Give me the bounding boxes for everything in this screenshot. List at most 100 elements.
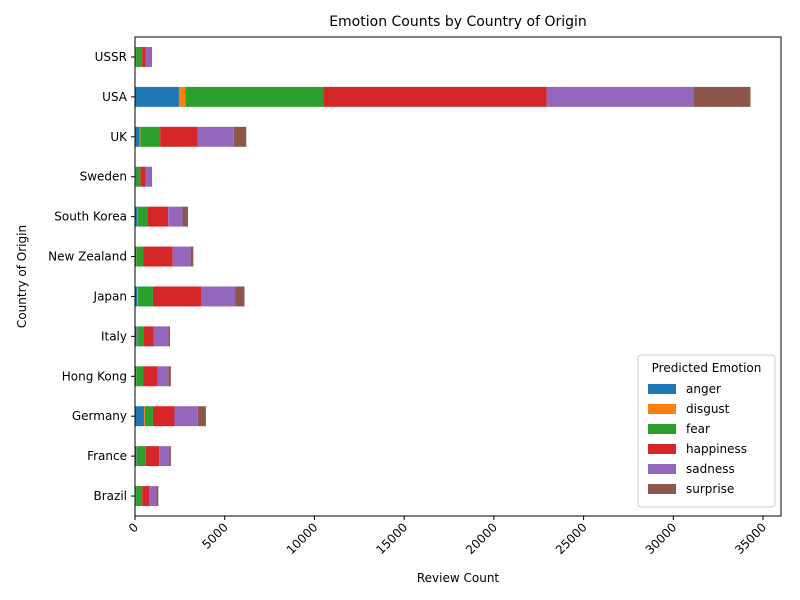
legend-label-sadness: sadness [686, 462, 735, 476]
bar-disgust-germany [143, 406, 145, 427]
bar-surprise-uk [233, 126, 247, 147]
bar-sadness-sweden [145, 166, 152, 187]
bar-happiness-ussr [142, 46, 146, 67]
plot-frame [134, 36, 782, 517]
bar-surprise-new-zealand [190, 246, 194, 267]
bar-anger-new-zealand [135, 246, 137, 267]
bar-sadness-italy [153, 326, 169, 347]
x-tick-label: 20000 [463, 520, 500, 557]
y-tick-label: South Korea [54, 210, 127, 224]
legend-label-disgust: disgust [686, 402, 730, 416]
x-tick-label: 25000 [553, 520, 590, 557]
legend-label-surprise: surprise [686, 482, 734, 496]
bar-sadness-france [159, 446, 170, 467]
y-tick-label: France [87, 449, 127, 463]
bar-fear-japan [137, 286, 153, 307]
bar-fear-france [136, 446, 146, 467]
legend-swatch-disgust [648, 404, 676, 414]
bar-sadness-brazil [149, 486, 157, 507]
bar-surprise-hong-kong [168, 366, 171, 387]
y-tick-label: Germany [72, 409, 127, 423]
y-tick-label: Hong Kong [62, 369, 127, 383]
bar-surprise-sweden [151, 166, 153, 187]
bar-sadness-hong-kong [157, 366, 169, 387]
bar-fear-uk [140, 126, 161, 147]
x-tick-label: 5000 [199, 520, 230, 551]
chart-title: Emotion Counts by Country of Origin [329, 14, 587, 30]
bar-happiness-south-korea [147, 206, 169, 227]
bar-happiness-brazil [142, 486, 150, 507]
bar-happiness-germany [152, 406, 175, 427]
bar-happiness-italy [143, 326, 154, 347]
bar-fear-new-zealand [136, 246, 144, 267]
legend: Predicted Emotion anger disgust fear happine… [637, 354, 776, 508]
x-tick-label: 15000 [373, 520, 410, 557]
bar-fear-italy [137, 326, 144, 347]
bar-surprise-germany [197, 406, 206, 427]
bar-fear-south-korea [137, 206, 148, 227]
y-tick-label: UK [110, 130, 128, 144]
bar-sadness-new-zealand [172, 246, 191, 267]
bar-surprise-france [169, 446, 171, 467]
bar-fear-ussr [136, 46, 143, 67]
bar-surprise-south-korea [182, 206, 188, 227]
bar-anger-uk [135, 126, 140, 147]
y-tick-label: Brazil [94, 489, 128, 503]
legend-label-happiness: happiness [686, 442, 747, 456]
bar-anger-germany [135, 406, 144, 427]
bar-happiness-uk [160, 126, 198, 147]
bar-surprise-ussr [151, 46, 153, 67]
legend-label-anger: anger [686, 382, 721, 396]
bar-anger-usa [135, 86, 179, 107]
bar-fear-brazil [136, 486, 143, 507]
bar-sadness-germany [174, 406, 198, 427]
bar-surprise-usa [693, 86, 751, 107]
x-tick-label: 35000 [732, 520, 769, 557]
bar-happiness-hong-kong [143, 366, 158, 387]
bar-sadness-japan [201, 286, 236, 307]
bar-happiness-france [145, 446, 160, 467]
bar-happiness-new-zealand [143, 246, 173, 267]
x-tick-label: 30000 [643, 520, 680, 557]
y-tick-label: Italy [101, 329, 127, 343]
legend-swatch-sadness [648, 464, 676, 474]
bar-happiness-sweden [140, 166, 146, 187]
bar-anger-south-korea [135, 206, 138, 227]
bar-disgust-japan [137, 286, 138, 307]
legend-title: Predicted Emotion [652, 361, 762, 375]
bar-fear-germany [144, 406, 153, 427]
y-tick-label: Japan [93, 289, 127, 303]
bar-surprise-italy [168, 326, 170, 347]
legend-label-fear: fear [686, 422, 710, 436]
y-tick-label: Sweden [80, 170, 127, 184]
bar-disgust-usa [178, 86, 186, 107]
y-tick-label: USSR [95, 50, 127, 64]
legend-swatch-surprise [648, 484, 676, 494]
bar-surprise-japan [235, 286, 245, 307]
x-tick-label: 0 [126, 520, 141, 535]
bar-sadness-uk [197, 126, 234, 147]
bar-happiness-japan [152, 286, 202, 307]
bar-sadness-ussr [145, 46, 152, 67]
bar-fear-hong-kong [136, 366, 144, 387]
y-axis-label: Country of Origin [15, 225, 29, 328]
legend-swatch-happiness [648, 444, 676, 454]
bar-sadness-usa [546, 86, 694, 107]
bar-happiness-usa [323, 86, 547, 107]
bar-sadness-south-korea [168, 206, 183, 227]
bar-anger-hong-kong [135, 366, 137, 387]
bar-fear-usa [185, 86, 324, 107]
bar-fear-sweden [135, 166, 141, 187]
bar-surprise-brazil [156, 486, 159, 507]
y-tick-label: New Zealand [48, 250, 127, 264]
bar-anger-italy [135, 326, 137, 347]
bar-anger-france [135, 446, 137, 467]
legend-swatch-anger [648, 384, 676, 394]
bar-anger-japan [135, 286, 138, 307]
x-tick-label: 10000 [284, 520, 321, 557]
y-tick-label: USA [102, 90, 128, 104]
legend-swatch-fear [648, 424, 676, 434]
bars-layer [135, 46, 751, 507]
bar-disgust-uk [139, 126, 141, 147]
